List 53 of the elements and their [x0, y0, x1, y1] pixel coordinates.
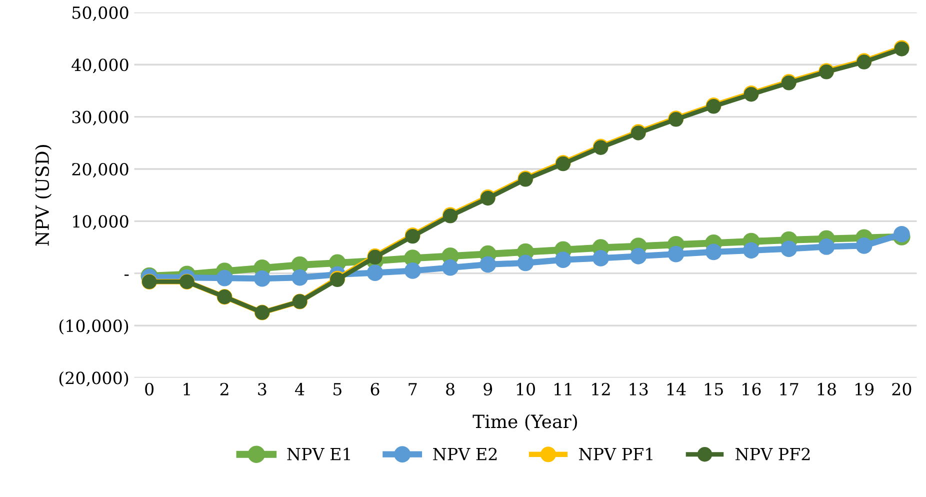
point — [705, 244, 722, 260]
point — [442, 259, 458, 276]
x-tick-label: 5 — [334, 383, 342, 396]
x-tick-label: 17 — [780, 382, 798, 396]
x-tick-label: 6 — [370, 382, 380, 396]
y-axis-title: NPV (USD) — [35, 145, 52, 246]
point — [404, 262, 421, 279]
y-tick-label: 20,000 — [72, 162, 128, 178]
point — [818, 238, 835, 255]
x-tick-label: 18 — [818, 382, 836, 396]
point — [366, 264, 384, 282]
y-tick-label: (20,000) — [59, 371, 128, 387]
y-tick-label: 50,000 — [72, 6, 128, 22]
x-tick-label: 0 — [145, 382, 154, 396]
point — [292, 269, 308, 286]
x-tick-label: 10 — [516, 382, 535, 396]
y-tick-label: 30,000 — [72, 110, 128, 126]
legend-label: NPV E2 — [433, 448, 497, 460]
point — [894, 226, 910, 242]
x-tick-label: 14 — [667, 382, 686, 396]
point — [592, 250, 609, 266]
legend-label: NPV E1 — [287, 448, 350, 460]
point — [480, 256, 496, 273]
x-tick-label: 9 — [484, 382, 492, 396]
x-tick-label: 4 — [295, 382, 304, 396]
y-tick-label: (10,000) — [59, 319, 128, 334]
x-tick-label: 3 — [258, 382, 266, 396]
point — [216, 270, 233, 286]
point — [856, 237, 872, 254]
point — [254, 270, 270, 287]
point — [630, 248, 647, 264]
y-tick-label: - — [124, 274, 129, 276]
x-tick-label: 7 — [408, 383, 417, 396]
x-tick-label: 8 — [446, 382, 454, 396]
point — [668, 246, 684, 262]
point — [517, 254, 534, 272]
x-tick-label: 11 — [554, 382, 572, 396]
point — [743, 242, 760, 259]
point — [780, 240, 798, 258]
point — [554, 252, 572, 268]
y-tick-label: 40,000 — [72, 58, 128, 74]
legend-label: NPV PF2 — [736, 448, 810, 460]
x-tick-label: 13 — [630, 382, 648, 396]
x-tick-label: 2 — [220, 382, 228, 396]
x-axis-title: Time (Year) — [472, 414, 578, 431]
x-tick-label: 12 — [592, 382, 610, 396]
y-tick-label: 10,000 — [73, 215, 128, 230]
x-tick-label: 19 — [856, 382, 874, 396]
x-tick-label: 20 — [892, 382, 912, 396]
x-tick-label: 15 — [705, 382, 723, 396]
x-tick-label: 16 — [742, 382, 761, 396]
legend-label: NPV PF1 — [579, 448, 652, 460]
x-tick-label: 1 — [184, 382, 190, 396]
